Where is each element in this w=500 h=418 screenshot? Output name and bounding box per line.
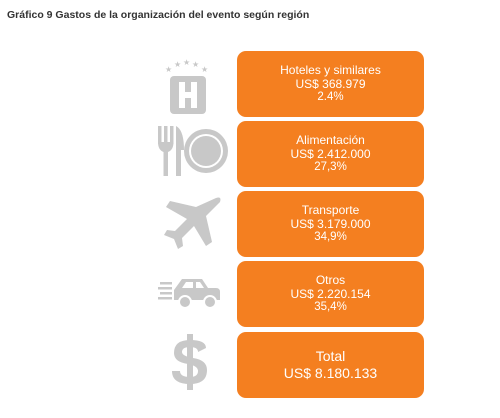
svg-text:★: ★: [183, 58, 190, 67]
category-amount: US$ 368.979: [295, 77, 366, 92]
total-amount: US$ 8.180.133: [283, 365, 378, 381]
total-box: Total US$ 8.180.133: [237, 332, 424, 398]
category-amount: US$ 2.220.154: [290, 287, 371, 302]
category-box-hotels: Hoteles y similares US$ 368.979 2.4%: [237, 51, 424, 117]
category-amount: US$ 3.179.000: [290, 217, 371, 232]
category-box-others: Otros US$ 2.220.154 35,4%: [237, 261, 424, 327]
total-label: Total: [315, 348, 346, 365]
category-label: Otros: [315, 272, 346, 287]
category-amount: US$ 2.412.000: [290, 147, 371, 162]
hotel-icon: ★ ★ ★ ★ ★: [150, 57, 230, 117]
svg-text:★: ★: [192, 60, 199, 69]
category-percent: 35,4%: [314, 301, 347, 314]
airplane-icon: [150, 192, 230, 252]
category-percent: 2.4%: [317, 91, 344, 104]
category-percent: 34,9%: [314, 231, 347, 244]
restaurant-icon: [150, 120, 230, 180]
category-label: Transporte: [301, 202, 360, 217]
svg-text:★: ★: [165, 65, 172, 74]
svg-text:★: ★: [201, 65, 208, 74]
category-label: Alimentación: [296, 132, 365, 147]
category-box-food: Alimentación US$ 2.412.000 27,3%: [237, 121, 424, 187]
category-percent: 27,3%: [314, 161, 347, 174]
category-box-transport: Transporte US$ 3.179.000 34,9%: [237, 191, 424, 257]
category-label: Hoteles y similares: [280, 62, 381, 77]
car-icon: [150, 260, 230, 320]
svg-text:★: ★: [174, 60, 181, 69]
dollar-icon: [150, 332, 230, 392]
chart-title: Gráfico 9 Gastos de la organización del …: [7, 9, 310, 21]
